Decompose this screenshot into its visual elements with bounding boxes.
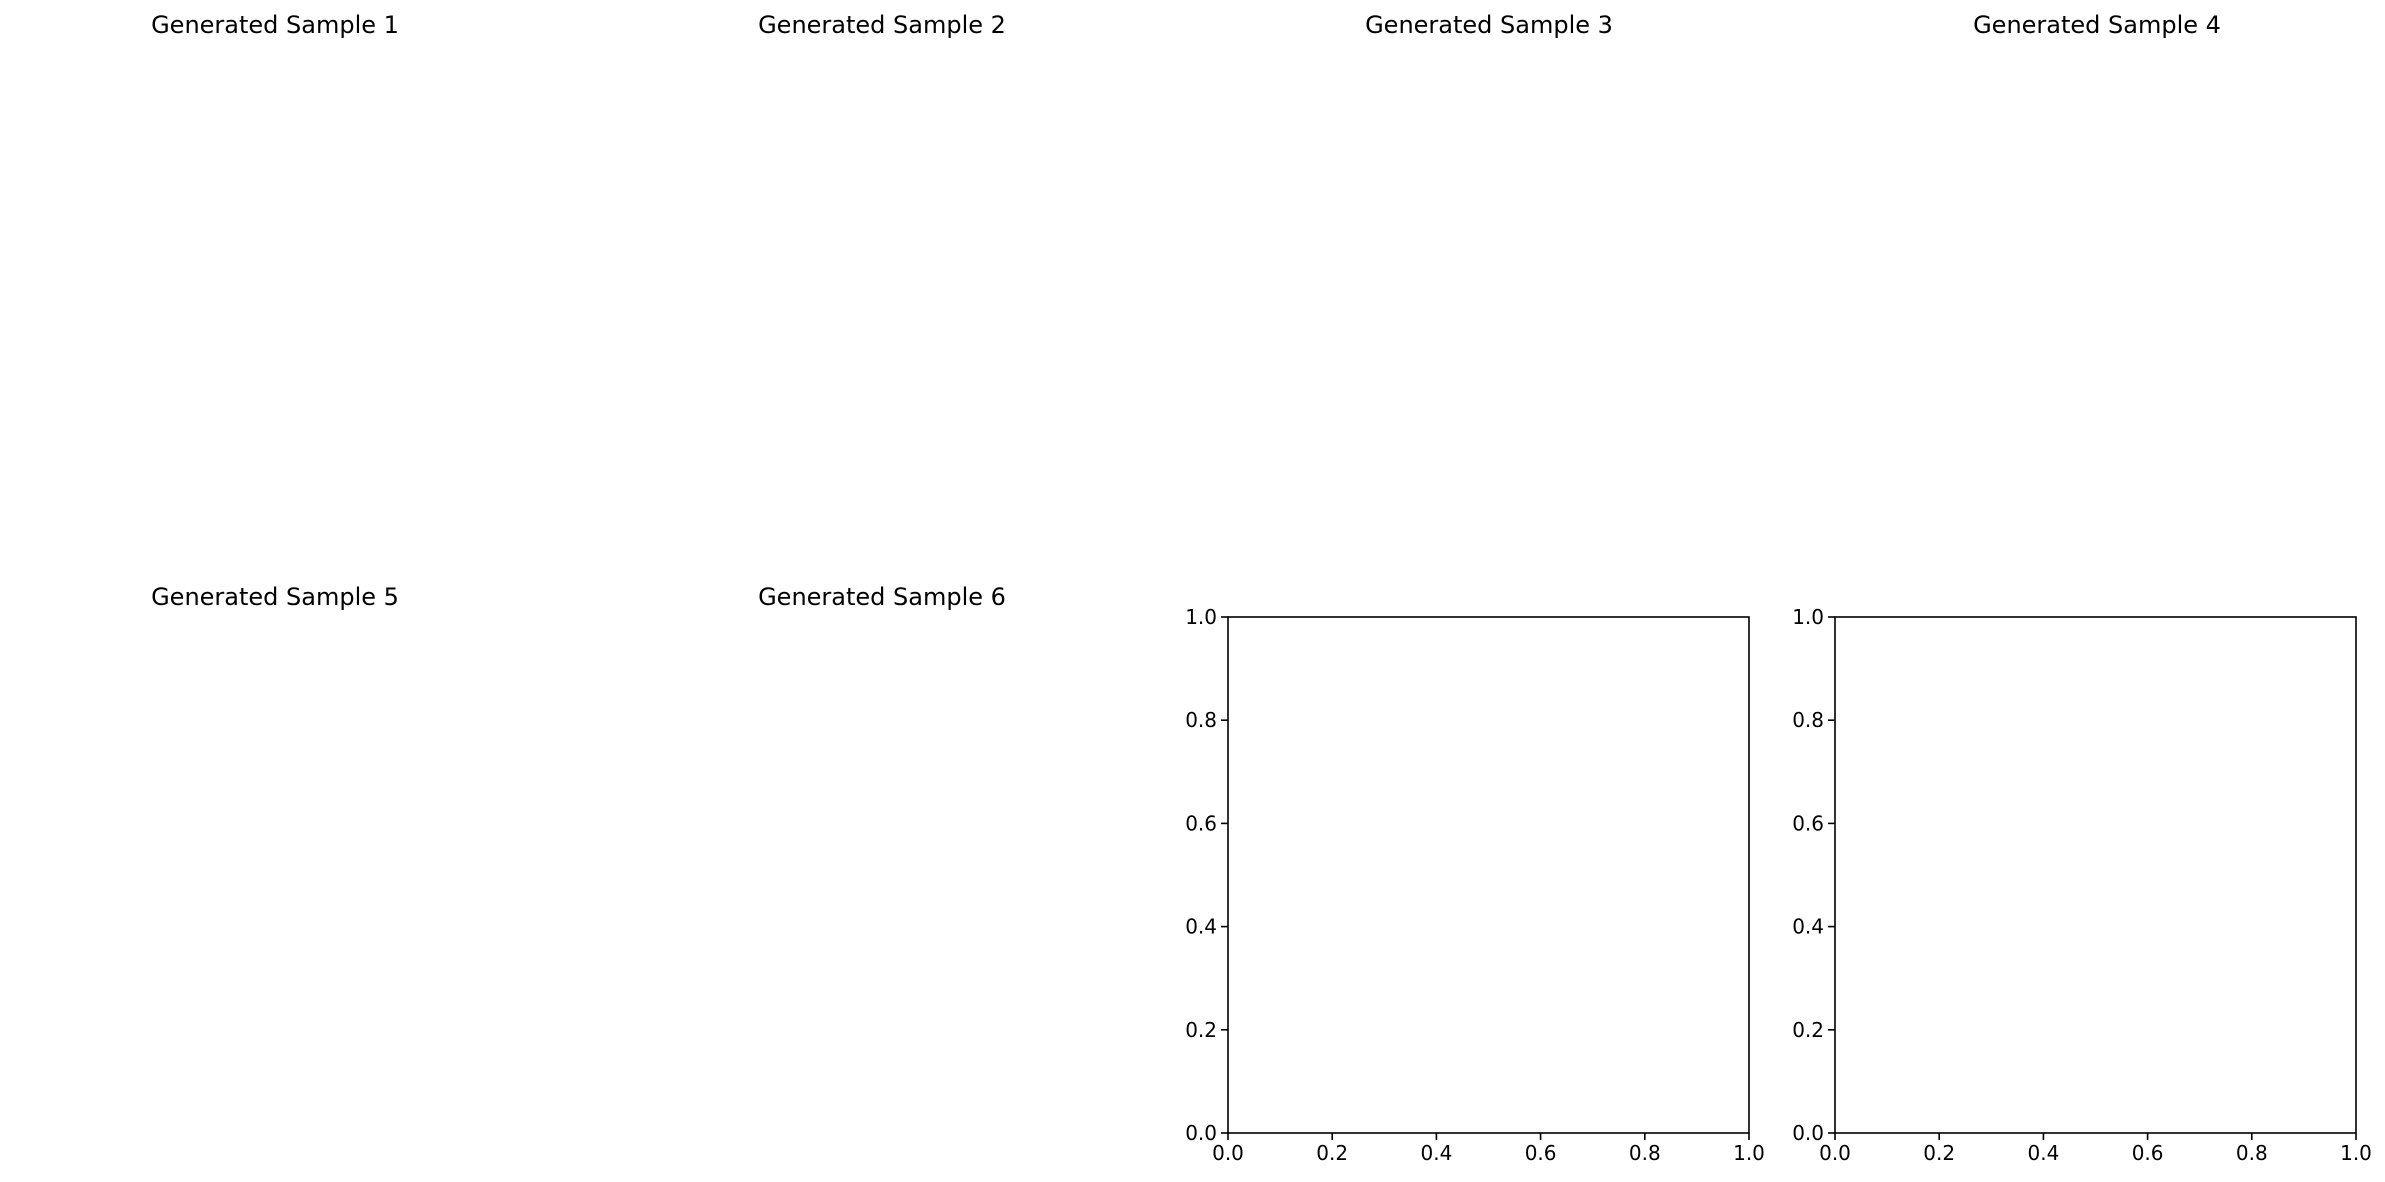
y-axis: 0.0 0.2 0.4 0.6 0.8 1.0 — [1185, 605, 1228, 1145]
y-tick-label: 1.0 — [1792, 605, 1824, 629]
x-tick-label: 0.2 — [1316, 1141, 1348, 1165]
x-axis: 0.0 0.2 0.4 0.6 0.8 1.0 — [1819, 1133, 2372, 1165]
x-tick-label: 1.0 — [2340, 1141, 2372, 1165]
y-tick-label: 0.2 — [1792, 1018, 1824, 1042]
axes-frame — [1834, 616, 2357, 1134]
y-tick-label: 0.0 — [1792, 1121, 1824, 1145]
x-tick-label: 0.4 — [1420, 1141, 1452, 1165]
panel-title-sample-2: Generated Sample 2 — [758, 11, 1006, 39]
axes-frame — [1227, 616, 1750, 1134]
x-axis: 0.0 0.2 0.4 0.6 0.8 1.0 — [1212, 1133, 1765, 1165]
x-tick-label: 1.0 — [1733, 1141, 1765, 1165]
y-tick-label: 0.0 — [1185, 1121, 1217, 1145]
x-tick-label: 0.8 — [2236, 1141, 2268, 1165]
y-tick-label: 0.8 — [1792, 708, 1824, 732]
x-tick-label: 0.4 — [2027, 1141, 2059, 1165]
y-tick-label: 0.2 — [1185, 1018, 1217, 1042]
panel-title-sample-4: Generated Sample 4 — [1973, 11, 2221, 39]
empty-axes-2: 0.0 0.2 0.4 0.6 0.8 1.0 0.0 0.2 0.4 0.6 0.8 1.0 — [1792, 605, 2372, 1165]
y-tick-label: 1.0 — [1185, 605, 1217, 629]
x-tick-label: 0.6 — [1525, 1141, 1557, 1165]
empty-axes-1: 0.0 0.2 0.4 0.6 0.8 1.0 0.0 0.2 0.4 0.6 0.8 1.0 — [1185, 605, 1765, 1165]
panel-title-sample-3: Generated Sample 3 — [1365, 11, 1613, 39]
panel-title-sample-5: Generated Sample 5 — [151, 583, 399, 611]
y-tick-label: 0.4 — [1792, 915, 1824, 939]
x-tick-label: 0.6 — [2132, 1141, 2164, 1165]
panel-title-sample-6: Generated Sample 6 — [758, 583, 1006, 611]
y-axis: 0.0 0.2 0.4 0.6 0.8 1.0 — [1792, 605, 1835, 1145]
x-tick-label: 0.2 — [1923, 1141, 1955, 1165]
x-tick-label: 0.0 — [1212, 1141, 1244, 1165]
y-tick-label: 0.4 — [1185, 915, 1217, 939]
y-tick-label: 0.8 — [1185, 708, 1217, 732]
x-tick-label: 0.0 — [1819, 1141, 1851, 1165]
panel-title-sample-1: Generated Sample 1 — [151, 11, 399, 39]
x-tick-label: 0.8 — [1629, 1141, 1661, 1165]
y-tick-label: 0.6 — [1185, 811, 1217, 835]
y-tick-label: 0.6 — [1792, 811, 1824, 835]
